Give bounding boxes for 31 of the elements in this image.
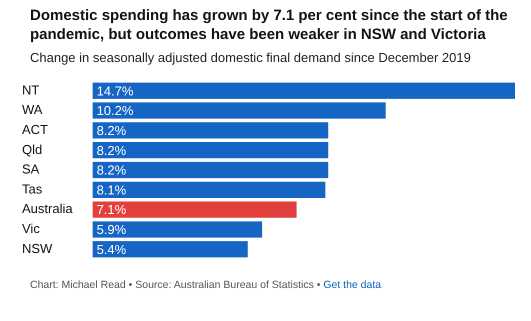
y-tick-label: SA <box>22 162 40 177</box>
data-label: 8.2% <box>96 162 127 178</box>
bar <box>92 82 515 99</box>
data-label: 5.9% <box>96 222 127 238</box>
y-tick-label: ACT <box>22 122 48 137</box>
data-label: 5.4% <box>96 242 127 257</box>
y-tick-label: Tas <box>22 181 43 196</box>
y-tick-label: NT <box>22 82 40 98</box>
data-label: 8.1% <box>96 182 127 198</box>
y-tick-label: Qld <box>22 142 42 157</box>
data-label: 14.7% <box>96 83 134 98</box>
y-tick-label: NSW <box>22 240 54 256</box>
text: Get the data <box>322 279 382 291</box>
data-label: 8.2% <box>96 142 127 158</box>
chart-title: Domestic spending has grown by 7.1 per cent since the start of the pandemic, but outcomes have been weaker in NSW and Victoria <box>30 6 509 44</box>
data-label: 7.1% <box>96 202 127 218</box>
chart-subtitle: Change in seasonally adjusted domestic final demand since December 2019 <box>30 50 472 65</box>
bar <box>92 122 328 138</box>
y-tick-label: Vic <box>22 221 40 236</box>
data-label: 10.2% <box>96 103 134 118</box>
bar <box>92 221 262 238</box>
bar <box>92 102 386 119</box>
bar <box>92 162 328 178</box>
bar <box>92 202 297 218</box>
y-tick-label: Australia <box>22 201 74 216</box>
text: Chart: Michael Read • Source: Australian Bureau of Statistics • <box>30 279 320 291</box>
data-label: 8.2% <box>96 122 127 138</box>
y-tick-label: WA <box>22 102 43 118</box>
bar <box>92 241 248 258</box>
bar <box>92 182 326 198</box>
bar <box>92 142 328 158</box>
